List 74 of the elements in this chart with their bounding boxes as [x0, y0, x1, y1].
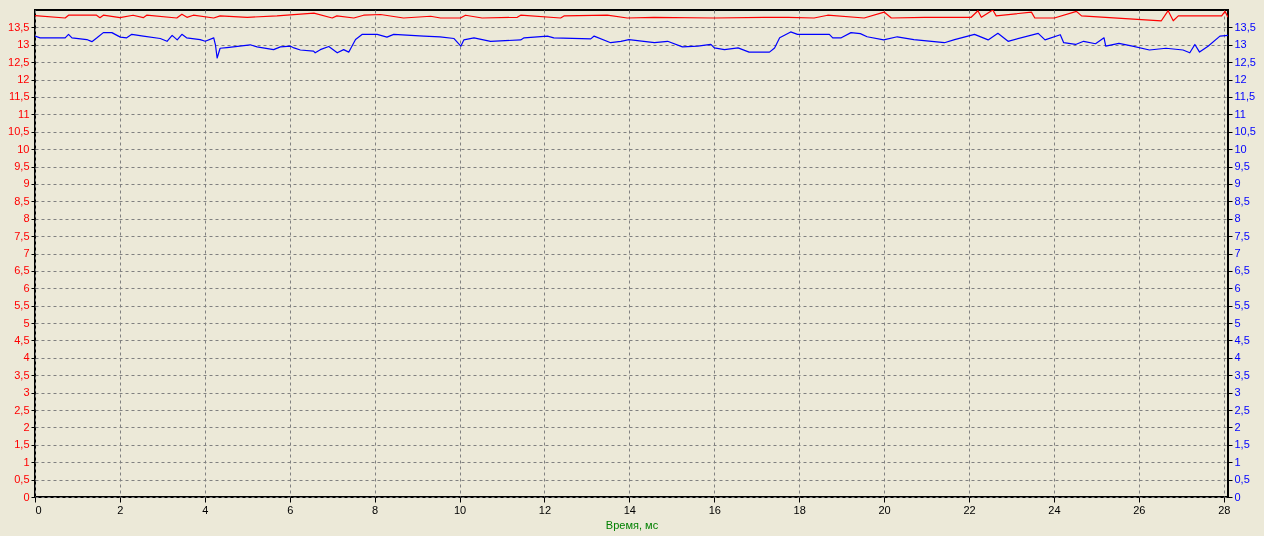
line-series: [35, 31, 1228, 59]
y2-tick-label: 13,5: [1234, 20, 1256, 33]
y2-tick-label: 11: [1234, 107, 1246, 120]
y2-tick-label: 7: [1234, 247, 1241, 259]
x-tick-label: 28: [1218, 503, 1231, 516]
y-tick-label: 11,5: [8, 90, 30, 103]
y2-tick-label: 11,5: [1234, 90, 1256, 103]
y-tick-label: 9: [23, 177, 30, 190]
y-tick-label: 11: [18, 107, 30, 120]
y-tick-label: 0,5: [14, 473, 30, 486]
y2-tick-label: 12,5: [1234, 55, 1256, 68]
y2-tick-label: 2,5: [1234, 403, 1250, 416]
y-tick-label: 3,5: [14, 368, 30, 381]
y-tick-label: 2,5: [14, 403, 30, 416]
y2-tick-label: 9,5: [1234, 160, 1250, 173]
x-tick-label: 0: [35, 503, 42, 516]
y-tick-label: 0: [23, 490, 30, 503]
y2-tick-label: 13: [1234, 38, 1247, 51]
y2-tick-label: 1: [1234, 455, 1241, 468]
y-tick-label: 8,5: [14, 194, 30, 207]
x-tick-label: 16: [708, 503, 721, 516]
x-tick-label: 26: [1133, 503, 1146, 516]
y2-tick-label: 4,5: [1234, 333, 1250, 346]
y-tick-label: 1: [23, 455, 30, 468]
y-tick-label: 7,5: [14, 229, 30, 242]
x-tick-label: 22: [963, 503, 976, 516]
y2-tick-label: 5: [1234, 316, 1241, 329]
y2-tick-label: 10: [1234, 142, 1247, 155]
y2-tick-label: 1,5: [1234, 438, 1250, 451]
y2-tick-label: 2: [1234, 420, 1241, 433]
y-tick-label: 4: [23, 351, 30, 364]
y2-tick-label: 12: [1234, 73, 1247, 86]
x-tick-label: 2: [117, 503, 124, 516]
y-tick-label: 12,5: [8, 55, 30, 68]
y2-tick-label: 5,5: [1234, 299, 1250, 312]
x-tick-label: 8: [372, 503, 379, 516]
y-tick-label: 3: [23, 386, 30, 399]
y-tick-label: 5: [23, 316, 30, 329]
y2-tick-label: 9: [1234, 177, 1241, 190]
y-tick-label: 10,5: [8, 125, 30, 138]
line-series: [35, 10, 1228, 22]
y-tick-label: 5,5: [14, 299, 30, 312]
y2-tick-label: 0: [1234, 490, 1241, 503]
y2-tick-label: 6,5: [1234, 264, 1250, 277]
y-tick-label: 2: [23, 420, 30, 433]
y-tick-label: 6: [23, 281, 30, 294]
y2-tick-label: 3,5: [1234, 368, 1250, 381]
y2-tick-label: 7,5: [1234, 229, 1250, 242]
y-tick-label: 10: [17, 142, 30, 155]
x-tick-label: 4: [202, 503, 209, 516]
x-axis-title: Время, мс: [605, 518, 659, 531]
y2-tick-label: 4: [1234, 351, 1241, 364]
y-tick-label: 12: [17, 73, 30, 86]
x-tick-label: 20: [878, 503, 891, 516]
y-tick-label: 6,5: [14, 264, 30, 277]
x-tick-label: 14: [623, 503, 636, 516]
y2-tick-label: 8,5: [1234, 194, 1250, 207]
x-tick-label: 18: [793, 503, 806, 516]
y2-tick-label: 0,5: [1234, 473, 1250, 486]
y-tick-label: 9,5: [14, 160, 30, 173]
y2-tick-label: 10,5: [1234, 125, 1256, 138]
y2-tick-label: 6: [1234, 281, 1241, 294]
y2-tick-label: 8: [1234, 212, 1241, 225]
y-tick-label: 7: [23, 247, 30, 259]
y-tick-label: 13: [17, 38, 30, 51]
y-tick-label: 1,5: [14, 438, 30, 451]
x-tick-label: 6: [287, 503, 294, 516]
x-tick-label: 24: [1048, 503, 1061, 516]
x-tick-label: 12: [538, 503, 552, 516]
y2-tick-label: 3: [1234, 386, 1241, 399]
y-tick-label: 8: [23, 212, 30, 225]
y-tick-label: 13,5: [8, 20, 30, 33]
x-tick-label: 10: [453, 503, 467, 516]
y-tick-label: 4,5: [14, 333, 30, 346]
